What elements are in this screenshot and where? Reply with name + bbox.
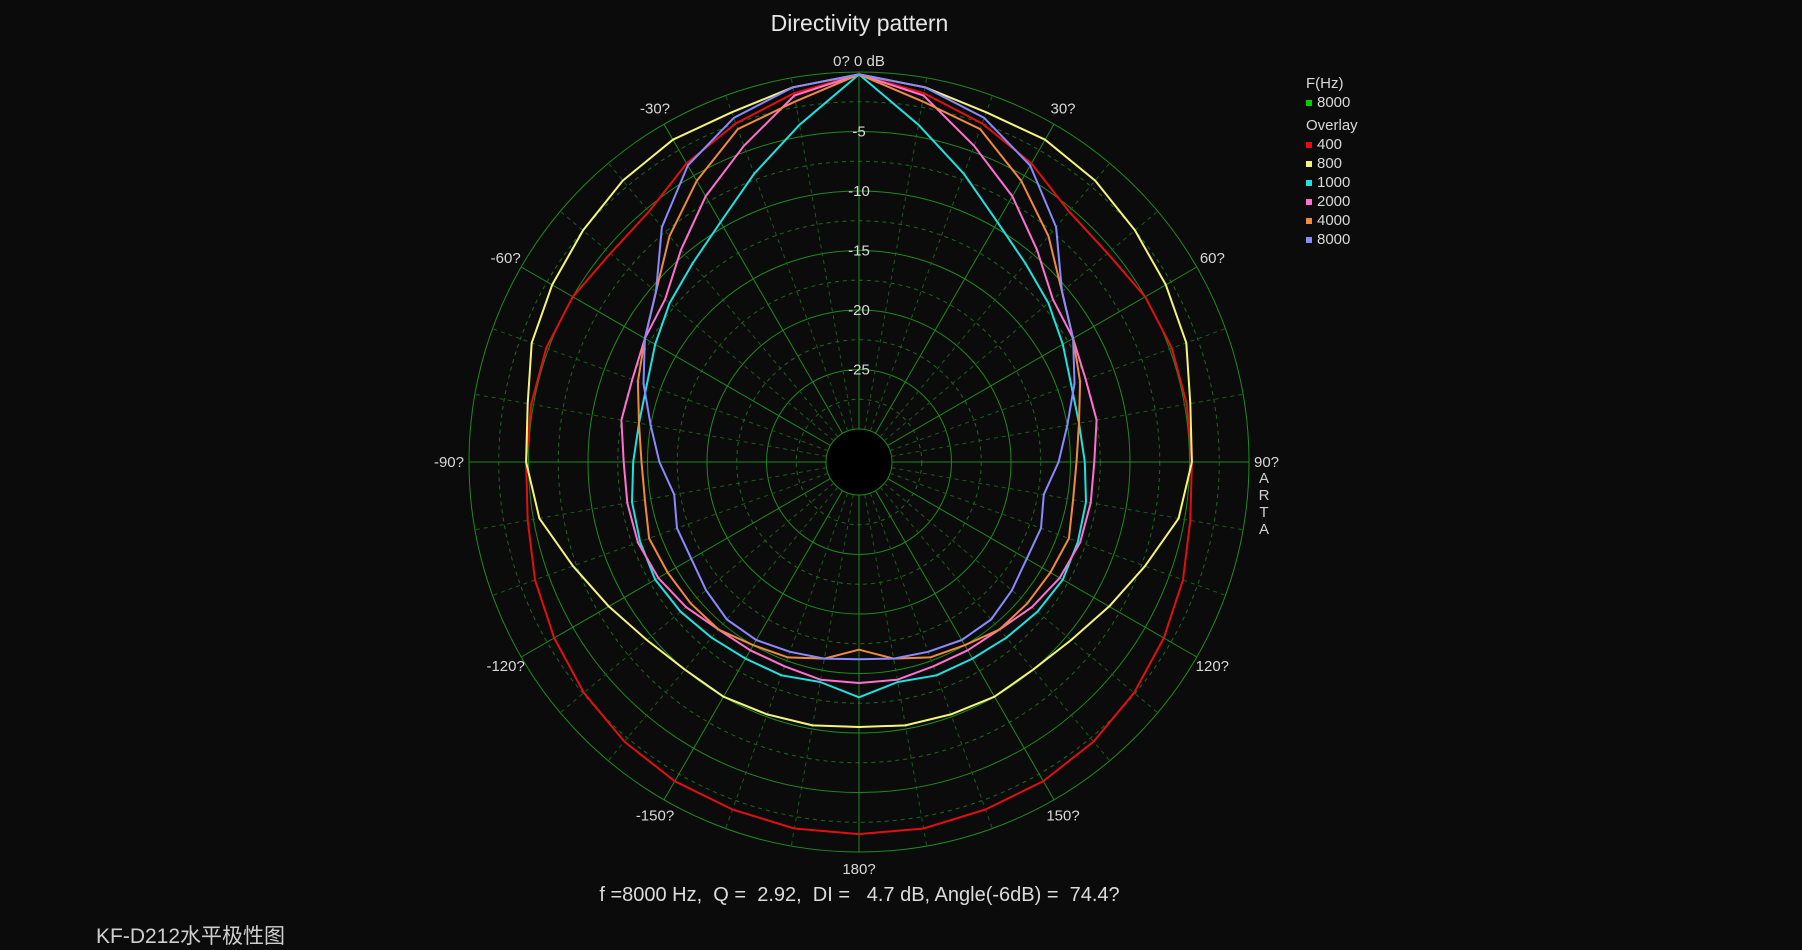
angle-tick-label: 60? <box>1200 250 1225 267</box>
radial-tick-label: -5 <box>852 124 865 141</box>
angle-tick-label: -90? <box>434 454 464 471</box>
legend: F(Hz) 8000 Overlay 400 800 1000 2000 400… <box>1306 72 1358 249</box>
grid-spoke <box>879 162 1111 438</box>
grid-spoke <box>864 77 928 430</box>
legend-swatch <box>1306 236 1312 243</box>
grid-spoke <box>559 482 835 714</box>
legend-label: 1000 <box>1317 174 1351 191</box>
watermark-letter: R <box>1258 487 1270 504</box>
watermark-letter: A <box>1258 470 1269 487</box>
legend-label: 4000 <box>1317 212 1351 229</box>
grid-spoke <box>492 328 829 452</box>
grid-spoke <box>887 478 1197 658</box>
grid-spoke <box>891 467 1244 531</box>
angle-tick-label: 30? <box>1050 101 1075 118</box>
legend-overlay-item: 400 <box>1306 135 1358 154</box>
radial-tick-label: -20 <box>848 302 870 319</box>
legend-swatch <box>1306 160 1312 167</box>
angle-tick-label: -150? <box>636 807 674 824</box>
grid-spoke <box>790 494 854 847</box>
series-800 <box>525 73 1193 728</box>
legend-overlay-item: 1000 <box>1306 173 1358 192</box>
angle-tick-label: -30? <box>640 101 670 118</box>
chart-title: Directivity pattern <box>770 10 949 36</box>
legend-swatch <box>1306 179 1312 186</box>
grid-spoke <box>883 210 1159 442</box>
grid-spoke <box>725 492 849 829</box>
arta-watermark: A R T A <box>1256 470 1272 538</box>
angle-tick-label: -120? <box>486 658 524 675</box>
radial-tick-label: -10 <box>848 183 870 200</box>
grid-spoke <box>607 486 839 762</box>
grid-spoke <box>663 124 843 434</box>
angle-tick-label: -60? <box>491 250 521 267</box>
legend-overlay-item: 800 <box>1306 154 1358 173</box>
angle-tick-label: 90? <box>1254 454 1279 471</box>
grid-spoke <box>875 124 1055 434</box>
angle-tick-label: 120? <box>1196 658 1229 675</box>
legend-label: 8000 <box>1317 94 1351 111</box>
grid-spoke <box>725 95 849 432</box>
stats-line: f =8000 Hz, Q = 2.92, DI = 4.7 dB, Angle… <box>599 884 1120 906</box>
caption: KF-D212水平极性图 <box>96 925 286 948</box>
series-400 <box>525 73 1193 836</box>
angle-tick-label: 0? 0 dB <box>833 53 885 70</box>
series-1000 <box>631 73 1087 699</box>
radial-tick-label: -25 <box>848 362 870 379</box>
grid-spoke <box>607 162 839 438</box>
grid-spoke <box>559 210 835 442</box>
grid-spoke <box>790 77 854 430</box>
polar-labels: -5 -10 -15 -20 -25 0? 0 dB 30? 60? 90? 120? 150? 18… <box>434 53 1279 878</box>
legend-overlay-item: 2000 <box>1306 192 1358 211</box>
legend-overlay-item: 8000 <box>1306 230 1358 249</box>
legend-freq-item: 8000 <box>1306 93 1358 112</box>
legend-label: 400 <box>1317 136 1343 153</box>
angle-tick-label: 150? <box>1046 807 1079 824</box>
legend-label: 800 <box>1317 155 1343 172</box>
legend-overlay-header: Overlay <box>1306 117 1358 134</box>
legend-label: 8000 <box>1317 231 1351 248</box>
watermark-letter: A <box>1258 521 1269 538</box>
grid-spoke <box>889 328 1226 452</box>
grid-spoke <box>889 472 1226 596</box>
legend-swatch <box>1306 99 1312 106</box>
series-8000 <box>642 73 1076 661</box>
legend-swatch <box>1306 141 1312 148</box>
grid-spoke <box>521 478 831 658</box>
grid-spoke <box>492 472 829 596</box>
legend-label: 2000 <box>1317 193 1351 210</box>
grid-spoke <box>474 467 827 531</box>
grid-spoke <box>883 482 1159 714</box>
legend-overlay-item: 4000 <box>1306 211 1358 230</box>
grid-spoke <box>864 494 928 847</box>
center-disc <box>826 429 892 495</box>
grid-spoke <box>869 95 993 432</box>
polar-series <box>525 73 1193 836</box>
angle-tick-label: 180? <box>842 861 875 878</box>
legend-swatch <box>1306 198 1312 205</box>
watermark-letter: T <box>1259 504 1269 521</box>
radial-tick-label: -15 <box>848 243 870 260</box>
legend-freq-header: F(Hz) <box>1306 75 1344 92</box>
legend-swatch <box>1306 217 1312 224</box>
grid-spoke <box>869 492 993 829</box>
grid-spoke <box>879 486 1111 762</box>
